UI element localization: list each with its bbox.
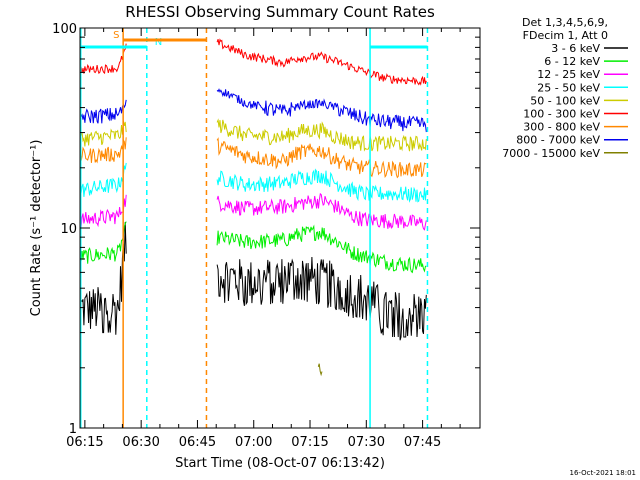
series-line-800-7000-kev — [216, 88, 427, 133]
x-tick-label: 07:00 — [235, 435, 272, 450]
series-line-800-7000-kev — [80, 99, 127, 124]
plot-frame — [79, 27, 481, 429]
series-line-300-800-kev — [216, 137, 427, 179]
series-line-7000-15000-kev — [317, 363, 323, 377]
series-line-100-300-kev — [216, 38, 427, 86]
x-tick-label: 07:30 — [348, 435, 385, 450]
legend-label-800-7000-kev: 800 - 7000 keV — [516, 134, 600, 147]
series-300-800-kev — [80, 137, 427, 179]
legend-label-50-100-kev: 50 - 100 keV — [530, 94, 600, 107]
series-50-100-kev — [80, 118, 427, 152]
footer-timestamp: 16-Oct-2021 18:01 — [570, 469, 636, 477]
series-7000-15000-kev — [317, 363, 323, 377]
axes-layer: 06:15 06:30 06:45 07:00 07:15 07:30 07:45 1 10 10… — [52, 22, 480, 450]
series-800-7000-kev — [80, 88, 427, 133]
legend-label-25-50-kev: 25 - 50 keV — [537, 81, 600, 94]
y-tick-label: 100 — [52, 22, 77, 37]
legend-header-decimation: FDecim 1, Att 0 — [523, 29, 608, 42]
interval-label-s: S — [113, 30, 119, 41]
series-line-12-25-kev — [80, 194, 127, 228]
legend-label-100-300-kev: 100 - 300 keV — [523, 108, 600, 121]
series-line-300-800-kev — [80, 137, 127, 164]
y-tick-label: 10 — [60, 222, 77, 237]
x-axis-label: Start Time (08-Oct-07 06:13:42) — [175, 456, 385, 471]
series-line-50-100-kev — [216, 118, 427, 152]
legend-label-3-6-kev: 3 - 6 keV — [551, 42, 600, 55]
x-tick-label: 07:45 — [404, 435, 441, 450]
series-25-50-kev — [80, 162, 427, 203]
series-line-12-25-kev — [216, 192, 427, 231]
x-tick-label: 06:15 — [66, 435, 103, 450]
y-axis-label: Count Rate (s⁻¹ detector⁻¹) — [29, 140, 44, 317]
x-tick-label: 06:30 — [122, 435, 159, 450]
y-tick-label: 1 — [69, 422, 77, 437]
series-100-300-kev — [80, 38, 427, 86]
legend-label-6-12-kev: 6 - 12 keV — [544, 55, 600, 68]
x-tick-label: 07:15 — [291, 435, 328, 450]
series-6-12-kev — [80, 221, 427, 274]
legend-label-300-800-kev: 300 - 800 keV — [523, 121, 600, 134]
annotation-layer: NS — [80, 28, 429, 428]
series-line-6-12-kev — [80, 221, 127, 264]
legend-label-7000-15000-kev: 7000 - 15000 keV — [502, 147, 600, 160]
series-3-6-kev — [80, 222, 427, 341]
series-line-25-50-kev — [216, 168, 427, 203]
series-line-6-12-kev — [216, 224, 427, 274]
x-tick-label: 06:45 — [179, 435, 216, 450]
legend-header-detectors: Det 1,3,4,5,6,9, — [522, 16, 608, 29]
series-line-3-6-kev — [216, 256, 427, 341]
series-line-25-50-kev — [80, 162, 127, 197]
interval-label-n: N — [155, 37, 162, 48]
series-layer — [80, 38, 427, 377]
legend-label-12-25-kev: 12 - 25 keV — [537, 68, 600, 81]
series-12-25-kev — [80, 192, 427, 231]
chart-title: RHESSI Observing Summary Count Rates — [125, 3, 435, 21]
series-line-3-6-kev — [80, 222, 127, 335]
series-line-100-300-kev — [80, 43, 127, 75]
series-line-50-100-kev — [80, 120, 127, 147]
